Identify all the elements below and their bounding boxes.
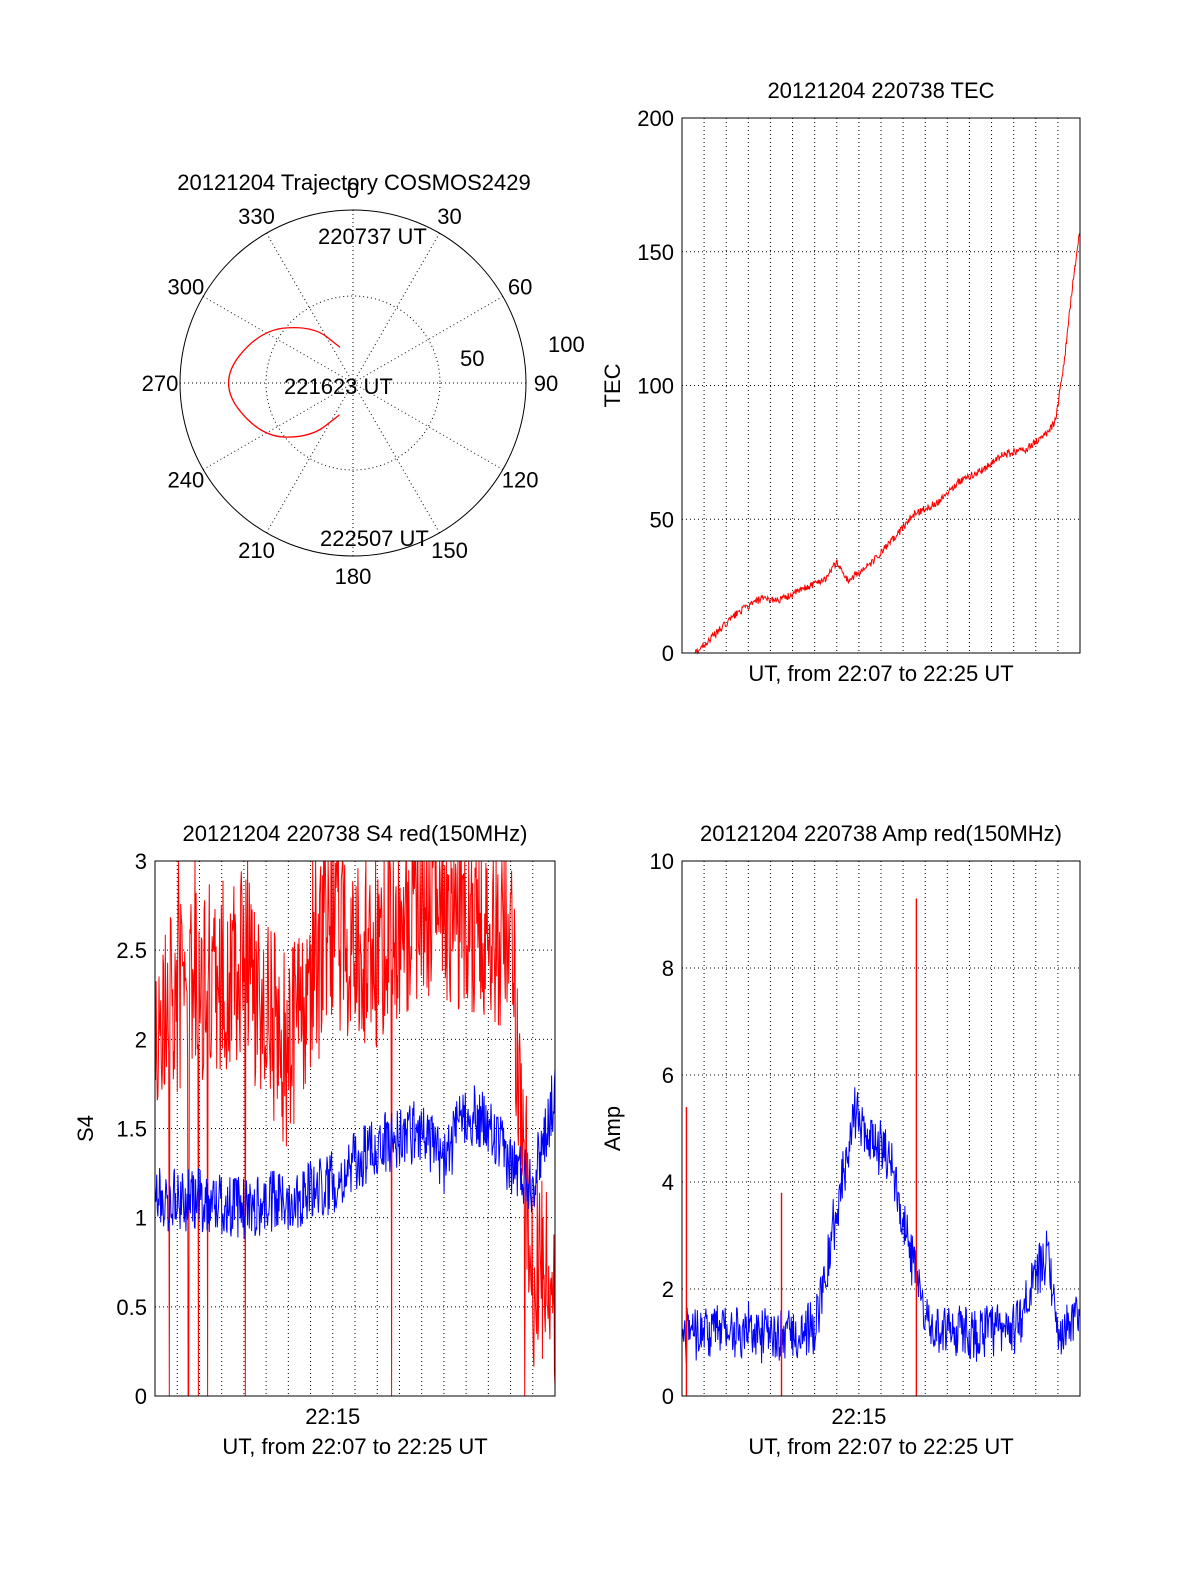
polar-azimuth-label-120: 120: [502, 468, 539, 493]
tec-ytick-label: 100: [637, 374, 674, 399]
tec-series-red: [694, 232, 1081, 655]
s4-ytick-label: 1: [135, 1206, 147, 1231]
tec-ytick-label: 150: [637, 240, 674, 265]
polar-annotation-end: 222507 UT: [320, 526, 429, 551]
tec-ytick-label: 200: [637, 106, 674, 131]
polar-azimuth-label-0: 0: [347, 178, 359, 203]
tec-title: 20121204 220738 TEC: [767, 78, 994, 103]
s4-ytick-label: 1.5: [116, 1117, 147, 1142]
polar-azimuth-label-150: 150: [431, 538, 468, 563]
tec-ylabel: TEC: [600, 363, 625, 407]
amp-ytick-label: 8: [662, 956, 674, 981]
s4-xtick-label: 22:15: [305, 1404, 360, 1429]
tec-ytick-label: 50: [650, 507, 674, 532]
polar-spoke-120: [352, 382, 504, 470]
tec-plot-frame: [681, 117, 1081, 654]
polar-spoke-210: [266, 382, 354, 534]
polar-azimuth-label-270: 270: [142, 371, 179, 396]
amp-ytick-label: 10: [650, 849, 674, 874]
polar-spoke-300: [202, 296, 354, 384]
tec-ytick-label: 0: [662, 641, 674, 666]
polar-spoke-330: [266, 232, 354, 384]
s4-ytick-label: 0: [135, 1384, 147, 1409]
polar-elev-label-100: 100: [548, 332, 585, 357]
polar-annotation-mid: 221623 UT: [284, 374, 393, 399]
polar-azimuth-label-210: 210: [238, 538, 275, 563]
polar-azimuth-label-330: 330: [238, 204, 275, 229]
polar-inner-ring: [265, 295, 441, 471]
s4-ytick-label: 3: [135, 849, 147, 874]
tec-panel: 20121204 220738 TEC 0 50 100 150 200 UT, from …: [600, 78, 1081, 686]
polar-azimuth-label-300: 300: [167, 275, 204, 300]
polar-trajectory-line: [227, 326, 341, 438]
tec-xlabel: UT, from 22:07 to 22:25 UT: [748, 661, 1013, 686]
s4-xlabel: UT, from 22:07 to 22:25 UT: [222, 1434, 487, 1459]
amp-series-blue: [681, 1087, 1081, 1366]
polar-elev-label-50: 50: [460, 346, 484, 371]
polar-spoke-60: [352, 296, 504, 384]
polar-azimuth-label-90: 90: [534, 371, 558, 396]
amp-ytick-label: 6: [662, 1063, 674, 1088]
s4-series-red: [154, 860, 556, 1397]
amp-ytick-label: 2: [662, 1277, 674, 1302]
polar-azimuth-label-30: 30: [437, 204, 461, 229]
amp-panel: 20121204 220738 Amp red(150MHz) 0 2 4 6 8 10 22…: [600, 821, 1081, 1459]
polar-azimuth-label-180: 180: [335, 564, 372, 589]
s4-series-blue: [154, 1068, 556, 1240]
trajectory-polar-panel: 20121204 Trajectory COSMOS2429 0 30 60 90 12…: [142, 170, 585, 589]
polar-spoke-150: [352, 382, 440, 534]
s4-plot-frame: [154, 860, 556, 1397]
polar-azimuth-label-240: 240: [167, 468, 204, 493]
polar-spoke-240: [202, 382, 354, 470]
s4-ytick-label: 2: [135, 1027, 147, 1052]
s4-ytick-label: 0.5: [116, 1295, 147, 1320]
amp-ytick-label: 4: [662, 1170, 674, 1195]
polar-title: 20121204 Trajectory COSMOS2429: [177, 170, 530, 195]
s4-ylabel: S4: [73, 1115, 98, 1142]
s4-title: 20121204 220738 S4 red(150MHz): [183, 821, 528, 846]
s4-panel: 20121204 220738 S4 red(150MHz)00.511.522…: [73, 821, 556, 1459]
amp-ylabel: Amp: [600, 1106, 625, 1151]
amp-xlabel: UT, from 22:07 to 22:25 UT: [748, 1434, 1013, 1459]
polar-spoke-30: [352, 232, 440, 384]
polar-azimuth-label-60: 60: [508, 275, 532, 300]
amp-xtick-label: 22:15: [831, 1404, 886, 1429]
s4-ytick-label: 2.5: [116, 938, 147, 963]
amp-plot-frame: [681, 860, 1081, 1397]
amp-ytick-label: 0: [662, 1384, 674, 1409]
polar-annotation-start: 220737 UT: [318, 224, 427, 249]
amp-title: 20121204 220738 Amp red(150MHz): [700, 821, 1062, 846]
